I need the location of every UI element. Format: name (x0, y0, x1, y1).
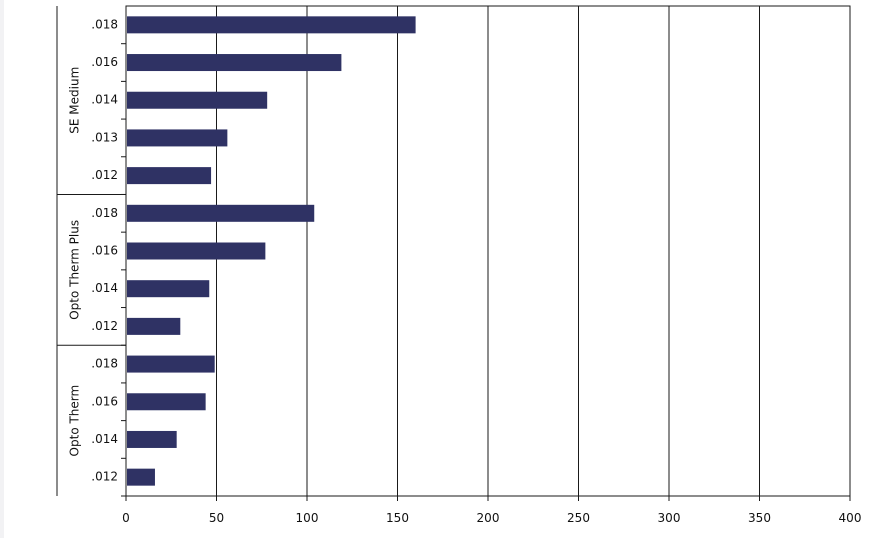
bar (127, 16, 416, 34)
bar (127, 317, 181, 335)
category-label: .012 (91, 319, 118, 333)
bar (127, 468, 155, 486)
x-tick-label: 150 (386, 511, 409, 525)
category-label: .014 (91, 281, 118, 295)
x-tick-label: 200 (477, 511, 500, 525)
x-tick-label: 50 (209, 511, 224, 525)
bar (127, 129, 228, 147)
bar (127, 54, 342, 72)
group-label: Opto Therm (68, 385, 82, 457)
category-label: .018 (91, 17, 118, 31)
x-tick-label: 400 (839, 511, 862, 525)
category-label: .018 (91, 206, 118, 220)
group-label: Opto Therm Plus (68, 220, 82, 320)
category-label: .016 (91, 55, 118, 69)
bar (127, 430, 177, 448)
x-tick-label: 250 (567, 511, 590, 525)
category-label: .014 (91, 432, 118, 446)
category-label: .016 (91, 244, 118, 258)
category-label: .016 (91, 394, 118, 408)
x-tick-label: 100 (296, 511, 319, 525)
category-label: .013 (91, 130, 118, 144)
bar (127, 91, 268, 109)
bar (127, 204, 315, 222)
x-tick-label: 350 (748, 511, 771, 525)
bar (127, 167, 212, 185)
group-label: SE Medium (68, 67, 82, 134)
category-label: .012 (91, 168, 118, 182)
bar (127, 242, 266, 260)
category-label: .012 (91, 470, 118, 484)
bar (127, 355, 215, 373)
bar (127, 393, 206, 411)
category-label: .014 (91, 93, 118, 107)
bar (127, 280, 210, 298)
x-tick-label: 0 (122, 511, 130, 525)
frame-edge (0, 0, 4, 538)
x-tick-label: 300 (658, 511, 681, 525)
category-label: .018 (91, 357, 118, 371)
